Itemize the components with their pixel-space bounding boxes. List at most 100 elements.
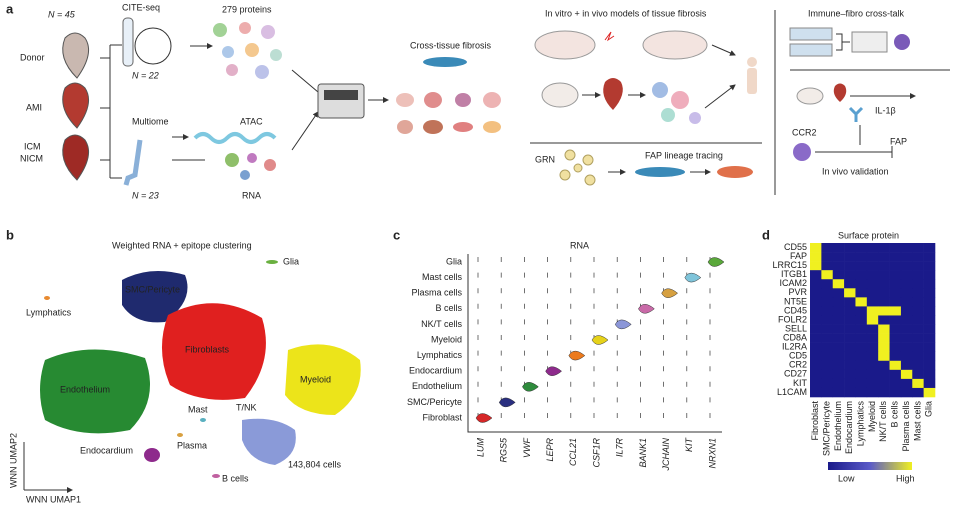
cluster-label: Lymphatics: [26, 307, 72, 317]
heat-cell: [832, 369, 845, 380]
dish: [851, 31, 888, 53]
label: FAP: [890, 136, 907, 146]
heat-cell: [900, 387, 913, 398]
organs: [396, 92, 501, 134]
row-label: Plasma cells: [411, 288, 462, 298]
heat-cell: [855, 306, 868, 316]
violin: [661, 288, 678, 298]
violin: [707, 257, 725, 267]
cluster-label: Fibroblasts: [185, 344, 230, 354]
immune-cell: [894, 34, 910, 50]
fibroblast: [423, 57, 467, 67]
heat-cell: [866, 324, 879, 334]
sequencer-screen: [324, 90, 358, 100]
heat-cell: [832, 270, 845, 280]
col-label: SMC/Pericyte: [821, 401, 831, 456]
heat-cell: [923, 270, 936, 280]
heat-cell: [900, 297, 913, 307]
heat-cell: [844, 297, 856, 307]
gene-label: VWF: [522, 438, 532, 458]
axis-label: WNN UMAP2: [8, 433, 18, 488]
heat-cell: [810, 243, 822, 253]
cluster-label: SMC/Pericyte: [125, 284, 180, 294]
row-label: NT5E: [784, 296, 807, 306]
heat-cell: [844, 243, 856, 253]
cell-count: 143,804 cells: [288, 459, 342, 469]
heat-cell: [912, 378, 924, 389]
heat-cell: [855, 261, 868, 271]
heat-cell: [923, 315, 936, 325]
heat-cell: [810, 252, 822, 262]
method: Multiome: [132, 116, 169, 126]
row-label: LRRC15: [772, 260, 807, 270]
row-label: CD8A: [783, 332, 807, 342]
dish: [642, 30, 708, 60]
panel-title: RNA: [570, 240, 589, 250]
heat-cell: [844, 360, 856, 371]
heat-cell: [855, 360, 868, 371]
heat-cell: [810, 288, 822, 298]
syringe: [123, 139, 143, 186]
heat-cell: [855, 315, 868, 325]
panel-title: Weighted RNA + epitope clustering: [112, 240, 252, 250]
heat-cell: [821, 243, 834, 253]
heat-cell: [900, 288, 913, 298]
heat-cell: [821, 351, 834, 362]
row-label: SELL: [785, 323, 807, 333]
row-label: CD5: [789, 351, 807, 361]
gene-label: LUM: [475, 438, 485, 458]
heat-cell: [923, 297, 936, 307]
panel-label: d: [762, 227, 770, 242]
chip: [789, 43, 833, 57]
sample-n: N = 22: [132, 70, 159, 80]
arrow: [291, 69, 318, 151]
heat-cell: [821, 306, 834, 316]
heat-cell: [912, 351, 924, 362]
col-label: Endothelium: [833, 401, 843, 451]
heat-cell: [844, 279, 856, 289]
row-label: FAP: [790, 251, 807, 261]
bracket: [100, 44, 122, 179]
col-label: NK/T cells: [878, 401, 888, 442]
heat-cell: [855, 351, 868, 362]
group: AMI: [26, 102, 42, 112]
row-label: KIT: [793, 378, 808, 388]
umap-icon: [652, 82, 701, 124]
gene-label: IL7R: [615, 438, 625, 458]
heat-cell: [912, 333, 924, 343]
heart: [603, 78, 623, 110]
panel-label: b: [6, 227, 14, 242]
heat-cell: [844, 270, 856, 280]
heat-cell: [821, 360, 834, 371]
heat-cell: [866, 333, 879, 343]
row-label: CR2: [789, 360, 807, 370]
violin: [638, 304, 655, 314]
heat-cell: [832, 297, 845, 307]
heat-cell: [810, 369, 822, 380]
rna-blobs: [225, 153, 276, 180]
sample-n: N = 23: [132, 190, 159, 200]
chip: [789, 27, 833, 41]
heat-cell: [923, 369, 936, 380]
arrow: [711, 44, 736, 56]
heat-cell: [912, 270, 924, 280]
heat-cell: [810, 333, 822, 343]
col-label: Plasma cells: [901, 401, 911, 452]
group: NICM: [20, 153, 43, 163]
axes: [467, 254, 722, 433]
violin: [568, 350, 586, 361]
heat-cell: [810, 261, 822, 271]
col-label: Fibroblast: [810, 401, 820, 441]
col-label: Glia: [924, 401, 934, 417]
heat-cell: [889, 261, 902, 271]
heat-cell: [866, 288, 879, 298]
heat-cell: [821, 297, 834, 307]
heat-cell: [832, 252, 845, 262]
violin-plot: Glia Mast cells Plasma cells B cells NK/T ce…: [407, 256, 725, 472]
heat-cell: [810, 279, 822, 289]
row-label: Endocardium: [409, 366, 462, 376]
stimulus: [604, 31, 615, 42]
gene-label: RGS5: [499, 437, 509, 463]
heat-cell: [866, 369, 879, 380]
